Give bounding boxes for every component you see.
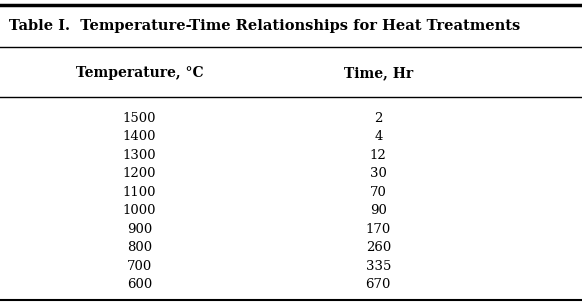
Text: 700: 700 (127, 260, 152, 273)
Text: Time, Hr: Time, Hr (344, 66, 413, 80)
Text: Table I.  Temperature-Time Relationships for Heat Treatments: Table I. Temperature-Time Relationships … (9, 19, 520, 33)
Text: 2: 2 (374, 112, 382, 125)
Text: 900: 900 (127, 223, 152, 236)
Text: 30: 30 (370, 167, 386, 180)
Text: 670: 670 (365, 278, 391, 291)
Text: 1500: 1500 (123, 112, 157, 125)
Text: 90: 90 (370, 204, 386, 217)
Text: 600: 600 (127, 278, 152, 291)
Text: 1400: 1400 (123, 130, 157, 143)
Text: 70: 70 (370, 186, 386, 199)
Text: 1300: 1300 (123, 149, 157, 162)
Text: 800: 800 (127, 241, 152, 254)
Text: 1000: 1000 (123, 204, 157, 217)
Text: 335: 335 (365, 260, 391, 273)
Text: 170: 170 (365, 223, 391, 236)
Text: Temperature, °C: Temperature, °C (76, 66, 204, 80)
Text: 12: 12 (370, 149, 386, 162)
Text: 4: 4 (374, 130, 382, 143)
Text: 1200: 1200 (123, 167, 157, 180)
Text: 260: 260 (365, 241, 391, 254)
Text: 1100: 1100 (123, 186, 157, 199)
